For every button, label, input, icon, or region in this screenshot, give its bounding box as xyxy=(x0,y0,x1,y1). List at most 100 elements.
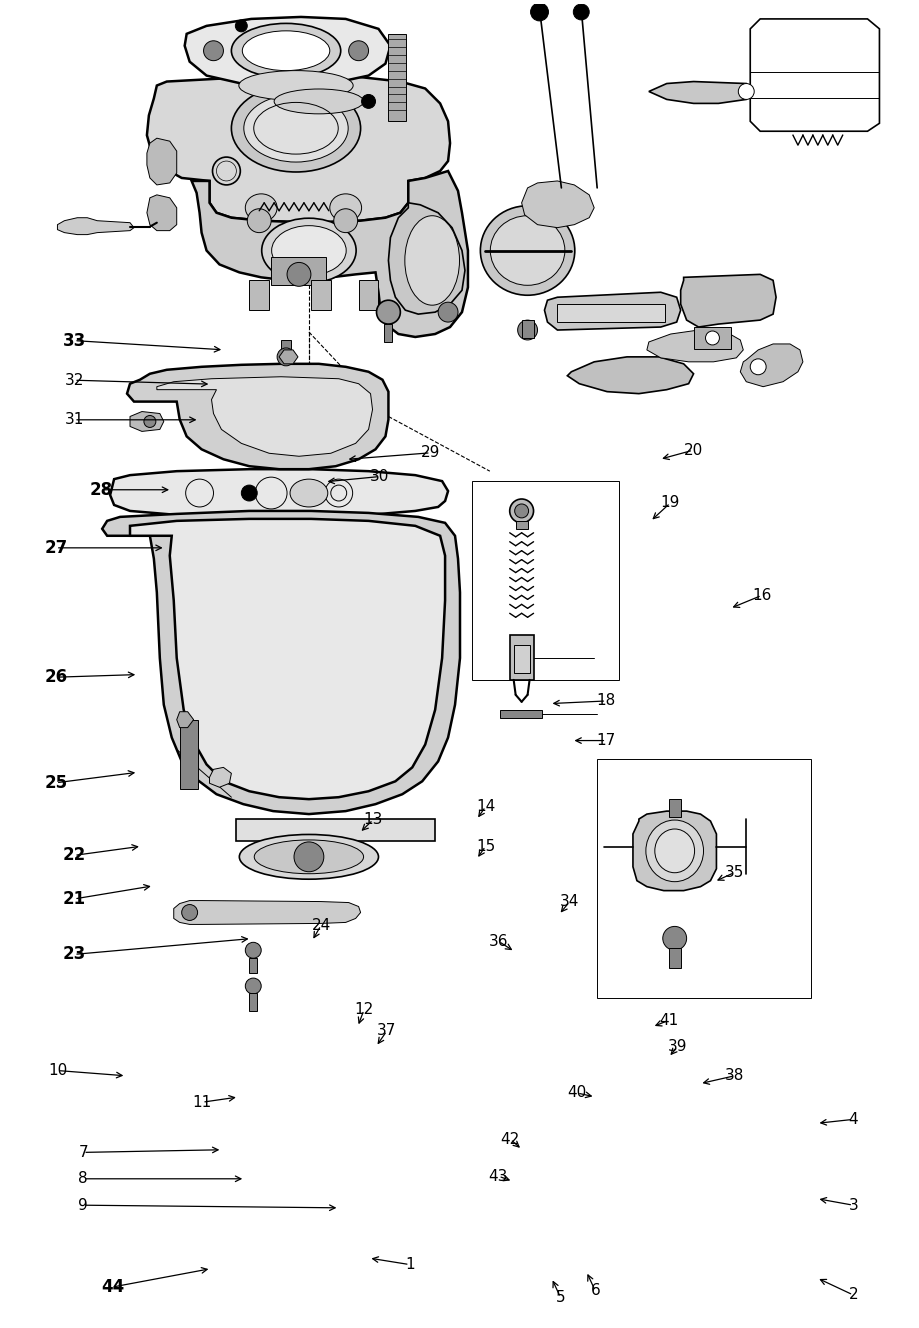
Text: 2: 2 xyxy=(847,1287,857,1303)
Circle shape xyxy=(334,208,357,232)
Circle shape xyxy=(247,208,271,232)
Circle shape xyxy=(530,3,548,21)
Text: 36: 36 xyxy=(488,934,507,948)
Bar xyxy=(693,327,731,349)
Bar xyxy=(388,33,406,121)
Circle shape xyxy=(245,943,261,959)
Text: 17: 17 xyxy=(596,733,615,748)
Ellipse shape xyxy=(480,206,574,295)
Text: 34: 34 xyxy=(560,894,579,910)
Polygon shape xyxy=(156,377,372,457)
Circle shape xyxy=(738,84,754,100)
Text: 10: 10 xyxy=(48,1062,67,1078)
Text: 28: 28 xyxy=(90,481,113,499)
Circle shape xyxy=(705,331,719,345)
Circle shape xyxy=(241,485,257,501)
Polygon shape xyxy=(521,181,594,227)
Text: 19: 19 xyxy=(660,495,679,510)
Circle shape xyxy=(361,94,375,109)
Text: 21: 21 xyxy=(62,890,85,908)
Bar xyxy=(236,819,435,841)
Text: 5: 5 xyxy=(555,1289,565,1305)
Polygon shape xyxy=(567,357,693,393)
Circle shape xyxy=(514,503,528,518)
Bar xyxy=(596,760,810,997)
Polygon shape xyxy=(185,17,390,85)
Bar xyxy=(249,280,269,311)
Polygon shape xyxy=(680,275,776,327)
Bar xyxy=(311,280,331,311)
Text: 43: 43 xyxy=(488,1169,507,1183)
Ellipse shape xyxy=(261,218,356,283)
Text: 32: 32 xyxy=(64,373,84,388)
Text: 23: 23 xyxy=(62,946,85,963)
Circle shape xyxy=(517,320,537,340)
Polygon shape xyxy=(646,331,743,361)
Polygon shape xyxy=(176,712,193,728)
Circle shape xyxy=(143,416,155,428)
Polygon shape xyxy=(210,768,232,788)
Bar xyxy=(499,709,541,717)
Text: 39: 39 xyxy=(667,1040,686,1054)
Ellipse shape xyxy=(242,31,329,70)
Circle shape xyxy=(277,348,295,365)
Text: 24: 24 xyxy=(311,918,330,932)
Polygon shape xyxy=(544,292,680,331)
Circle shape xyxy=(203,41,223,61)
Text: 15: 15 xyxy=(475,839,494,854)
Text: 20: 20 xyxy=(683,442,702,458)
Text: 16: 16 xyxy=(751,588,771,603)
Circle shape xyxy=(509,499,533,523)
Bar xyxy=(557,304,664,323)
Polygon shape xyxy=(632,811,716,891)
Text: 1: 1 xyxy=(404,1258,414,1272)
Text: 11: 11 xyxy=(192,1094,211,1110)
Circle shape xyxy=(287,263,311,287)
Bar xyxy=(384,324,392,341)
Text: 9: 9 xyxy=(78,1198,88,1212)
Circle shape xyxy=(245,979,261,993)
Ellipse shape xyxy=(239,70,353,101)
Bar xyxy=(471,481,618,680)
Text: 12: 12 xyxy=(354,1003,373,1017)
Ellipse shape xyxy=(239,834,378,879)
Text: 41: 41 xyxy=(658,1013,677,1028)
Text: 4: 4 xyxy=(847,1112,857,1127)
Text: 14: 14 xyxy=(475,799,494,814)
Bar xyxy=(513,645,529,673)
Ellipse shape xyxy=(232,24,340,78)
Polygon shape xyxy=(147,76,449,223)
Text: 22: 22 xyxy=(62,846,85,865)
Ellipse shape xyxy=(245,194,277,222)
Ellipse shape xyxy=(645,821,703,882)
Bar xyxy=(516,521,527,529)
Circle shape xyxy=(749,359,766,374)
Circle shape xyxy=(235,20,247,32)
Text: 18: 18 xyxy=(596,693,615,708)
Bar xyxy=(179,720,198,789)
Text: 29: 29 xyxy=(421,445,440,461)
Text: 27: 27 xyxy=(44,539,67,556)
Bar xyxy=(249,959,257,973)
Text: 42: 42 xyxy=(500,1131,519,1146)
Ellipse shape xyxy=(271,226,346,275)
Ellipse shape xyxy=(254,839,363,874)
Text: 3: 3 xyxy=(847,1198,857,1212)
Polygon shape xyxy=(130,412,164,432)
Ellipse shape xyxy=(274,89,363,114)
Circle shape xyxy=(437,303,458,323)
Text: 31: 31 xyxy=(64,412,84,428)
Text: 7: 7 xyxy=(78,1145,88,1159)
Bar xyxy=(509,635,533,680)
Text: 8: 8 xyxy=(78,1171,88,1186)
Text: 40: 40 xyxy=(567,1085,586,1101)
Text: 13: 13 xyxy=(363,813,382,827)
Ellipse shape xyxy=(654,829,694,872)
Text: 25: 25 xyxy=(44,774,67,791)
Circle shape xyxy=(181,904,198,920)
Ellipse shape xyxy=(404,215,459,305)
Text: 30: 30 xyxy=(369,469,389,485)
Bar xyxy=(358,280,378,311)
Polygon shape xyxy=(174,900,360,924)
Polygon shape xyxy=(147,195,176,231)
